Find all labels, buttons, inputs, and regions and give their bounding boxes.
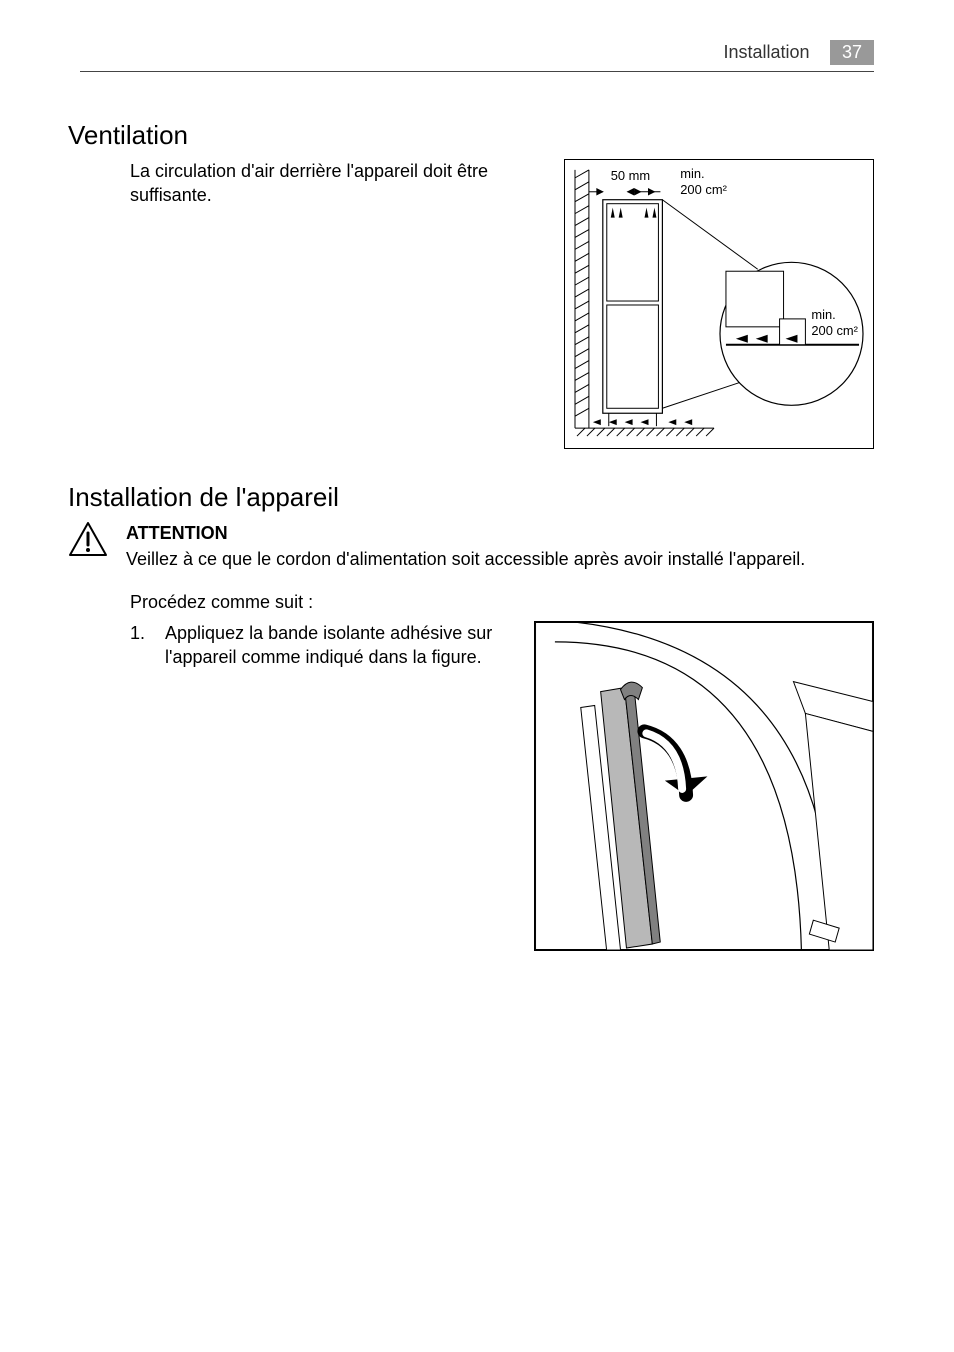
header-section-label: Installation	[723, 42, 809, 63]
attention-body: Veillez à ce que le cordon d'alimentatio…	[126, 547, 874, 571]
ventilation-diagram: 50 mm min. 200 cm²	[564, 159, 874, 449]
attention-block: ATTENTION Veillez à ce que le cordon d'a…	[68, 521, 874, 572]
ventilation-figure: 50 mm min. 200 cm²	[564, 159, 874, 454]
step-1-number: 1.	[130, 621, 145, 670]
step-1-text: 1. Appliquez la bande isolante adhésive …	[130, 621, 516, 670]
ventilation-row: La circulation d'air derrière l'appareil…	[68, 159, 874, 454]
diagram-top-clearance-l1: min.	[680, 166, 704, 181]
install-diagram	[534, 621, 874, 951]
attention-title: ATTENTION	[126, 521, 874, 545]
ventilation-title: Ventilation	[68, 120, 874, 151]
step-1-body: Appliquez la bande isolante adhésive sur…	[165, 621, 516, 670]
ventilation-text: La circulation d'air derrière l'appareil…	[68, 159, 546, 208]
step-1-row: 1. Appliquez la bande isolante adhésive …	[130, 621, 874, 956]
steps-intro: Procédez comme suit :	[130, 592, 874, 613]
page-number: 37	[830, 40, 874, 65]
page-header: Installation 37	[80, 40, 874, 72]
diagram-bottom-clearance-l2: 200 cm²	[811, 323, 858, 338]
page-content: Ventilation La circulation d'air derrièr…	[68, 100, 874, 956]
diagram-bottom-clearance-l1: min.	[811, 307, 835, 322]
attention-text: ATTENTION Veillez à ce que le cordon d'a…	[126, 521, 874, 572]
step-1-figure	[534, 621, 874, 956]
diagram-top-gap-label: 50 mm	[611, 168, 650, 183]
install-title: Installation de l'appareil	[68, 482, 874, 513]
diagram-top-clearance-l2: 200 cm²	[680, 182, 727, 197]
warning-icon	[68, 521, 108, 562]
